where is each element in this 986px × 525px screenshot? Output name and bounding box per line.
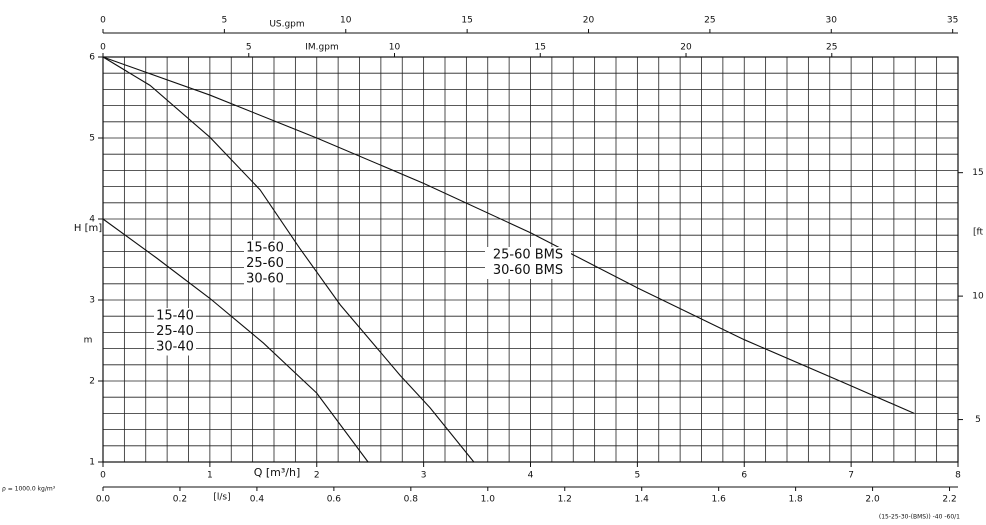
axis-tick-label: 25 xyxy=(704,16,715,26)
x-tick-label: 8 xyxy=(955,471,961,481)
curve-label: 25-40 xyxy=(156,324,194,339)
ft-tick-label: 10 xyxy=(972,292,984,302)
axis-tick-label: 0 xyxy=(100,16,106,26)
x-tick-label: 3 xyxy=(421,471,427,481)
x-axis-label: Q [m³/h] xyxy=(254,466,301,479)
axis-tick-label: 5 xyxy=(222,16,228,26)
x-tick-label: 5 xyxy=(635,471,641,481)
axis-label: [ft xyxy=(973,228,984,238)
footnote: (15-25-30-(BMS)) -40 -60/1 xyxy=(879,514,960,521)
pump-curve xyxy=(102,56,915,414)
axis-tick-label: 25 xyxy=(826,43,837,53)
axis-tick-label: 10 xyxy=(389,43,401,53)
x-tick-label: 1 xyxy=(207,471,213,481)
curve-label: 30-40 xyxy=(156,340,194,355)
axis-label: US.gpm xyxy=(269,20,304,30)
y-unit: m xyxy=(84,336,93,346)
axis-tick-label: 0.0 xyxy=(96,495,111,505)
axis-label: IM.gpm xyxy=(305,43,338,53)
label-bg xyxy=(244,240,286,288)
axis-tick-label: 0.8 xyxy=(404,495,419,505)
density-note: ρ = 1000.0 kg/m³ xyxy=(2,486,56,493)
axis-tick-label: 10 xyxy=(340,16,352,26)
axis-tick-label: 0.6 xyxy=(327,495,342,505)
pump-curve xyxy=(102,218,369,463)
axis-tick-label: 15 xyxy=(461,16,472,26)
axis-tick-label: 1.0 xyxy=(481,495,496,505)
label-bg xyxy=(154,308,196,356)
y-tick-label: 2 xyxy=(89,377,95,387)
axis-tick-label: 1.6 xyxy=(711,495,726,505)
axis-tick-label: 30 xyxy=(826,16,838,26)
axis-tick-label: 20 xyxy=(583,16,595,26)
curve-label: 15-60 xyxy=(246,241,284,256)
ft-tick-label: 5 xyxy=(975,415,981,425)
axis-label: [l/s] xyxy=(213,493,230,503)
axis-tick-label: 35 xyxy=(947,16,958,26)
x-tick-label: 2 xyxy=(314,471,320,481)
curve-label: 25-60 BMS xyxy=(493,248,563,263)
label-bg xyxy=(250,466,304,480)
axis-tick-label: 1.2 xyxy=(558,495,572,505)
axis-tick-label: 5 xyxy=(246,43,252,53)
y-tick-label: 6 xyxy=(89,53,95,63)
axis-tick-label: 2.0 xyxy=(865,495,880,505)
curve-label: 15-40 xyxy=(156,309,194,324)
axis-tick-label: 1.4 xyxy=(635,495,650,505)
axis-tick-label: 0 xyxy=(100,43,106,53)
x-tick-label: 6 xyxy=(741,471,747,481)
x-tick-label: 0 xyxy=(100,471,106,481)
axis-tick-label: 15 xyxy=(535,43,546,53)
axis-tick-label: 2.2 xyxy=(942,495,956,505)
axis-tick-label: 1.8 xyxy=(788,495,803,505)
label-bg xyxy=(485,247,571,279)
x-tick-label: 4 xyxy=(528,471,534,481)
ft-tick-label: 15 xyxy=(972,168,983,178)
curve-label: 25-60 xyxy=(246,256,284,271)
y-tick-label: 3 xyxy=(89,296,95,306)
y-tick-label: 5 xyxy=(89,134,95,144)
y-tick-label: 4 xyxy=(89,215,95,225)
axis-tick-label: 0.2 xyxy=(173,495,187,505)
curve-label: 30-60 BMS xyxy=(493,263,563,278)
y-axis-label: H [m] xyxy=(74,223,102,234)
x-tick-label: 7 xyxy=(848,471,854,481)
y-tick-label: 1 xyxy=(89,458,95,468)
curve-label: 30-60 xyxy=(246,272,284,287)
pump-curve xyxy=(102,56,475,463)
axis-tick-label: 20 xyxy=(680,43,692,53)
axis-tick-label: 0.4 xyxy=(250,495,265,505)
